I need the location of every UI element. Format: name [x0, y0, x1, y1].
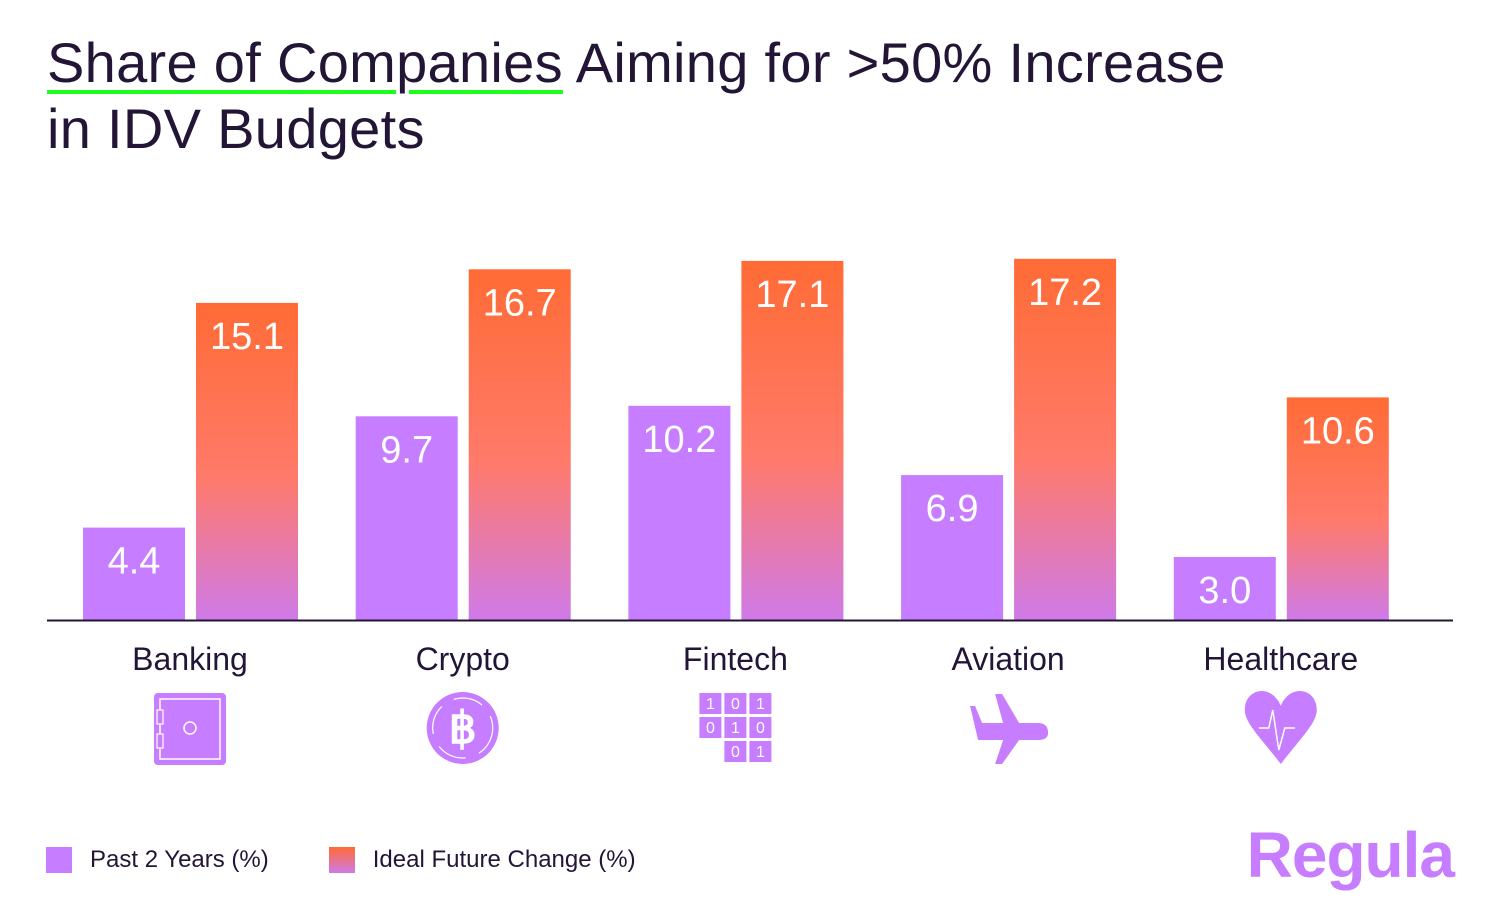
airplane-icon	[970, 694, 1049, 764]
data-label: 17.2	[1028, 272, 1102, 314]
svg-text:1: 1	[756, 744, 765, 761]
svg-text:0: 0	[731, 696, 740, 713]
data-label: 10.2	[642, 419, 716, 461]
legend-item-past: Past 2 Years (%)	[46, 846, 269, 874]
legend-item-future: Ideal Future Change (%)	[328, 846, 636, 874]
bitcoin-icon: ฿	[426, 692, 499, 764]
legend: Past 2 Years (%) Ideal Future Change (%)	[46, 846, 696, 874]
data-label: 10.6	[1301, 410, 1375, 452]
bar-past-healthcare	[1173, 557, 1276, 620]
chart-title: Share of Companies Aiming for >50% Incre…	[47, 31, 1226, 160]
svg-text:฿: ฿	[449, 704, 477, 753]
bar-past-banking	[83, 527, 185, 620]
svg-text:1: 1	[756, 696, 765, 713]
category-label: Aviation	[951, 641, 1064, 677]
bar-future-fintech	[741, 260, 844, 620]
data-label: 15.1	[210, 316, 284, 358]
category-label: Healthcare	[1203, 641, 1358, 677]
bar-future-banking	[196, 302, 298, 620]
bar-past-crypto	[355, 416, 458, 620]
data-label: 4.4	[108, 541, 161, 583]
svg-text:0: 0	[706, 720, 715, 737]
bar-past-aviation	[901, 475, 1004, 620]
data-label: 16.7	[483, 282, 557, 324]
heart-pulse-icon	[1244, 691, 1317, 764]
legend-swatch-future	[328, 847, 355, 873]
category-label: Fintech	[683, 641, 788, 677]
svg-text:0: 0	[731, 744, 740, 761]
data-label: 17.1	[755, 274, 829, 316]
data-label: 6.9	[926, 488, 979, 530]
bar-future-healthcare	[1286, 397, 1389, 620]
svg-text:0: 0	[756, 720, 765, 737]
category-label: Banking	[132, 641, 248, 677]
bar-past-fintech	[628, 405, 731, 620]
svg-text:1: 1	[731, 720, 740, 737]
bar-future-aviation	[1014, 258, 1117, 620]
bar-future-crypto	[468, 269, 571, 620]
data-label: 3.0	[1198, 570, 1251, 612]
legend-swatch-past	[46, 847, 72, 873]
category-label: Crypto	[416, 641, 510, 677]
safe-icon	[154, 693, 226, 765]
regula-logo: Regula	[1246, 819, 1455, 891]
data-label: 9.7	[380, 429, 433, 471]
svg-text:1: 1	[706, 696, 715, 713]
binary-icon: 1 0 10 1 00 1	[699, 693, 772, 762]
